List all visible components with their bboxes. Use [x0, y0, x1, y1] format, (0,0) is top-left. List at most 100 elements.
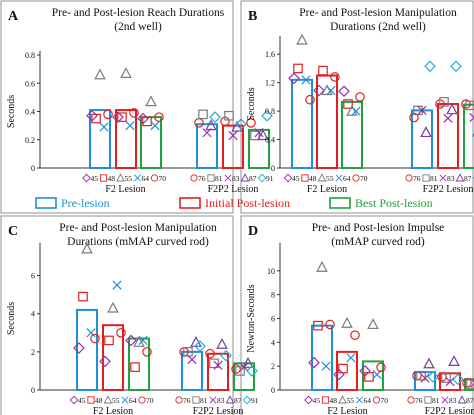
legend-marker-rat-83 — [224, 174, 232, 182]
data-point-rat-83 — [417, 105, 427, 116]
data-point-rat-55 — [341, 316, 353, 328]
data-point-rat-64 — [301, 75, 311, 85]
legend-marker-rat-55 — [103, 395, 113, 404]
legend-label-rat-70: 70 — [360, 174, 368, 183]
data-point-rat-91 — [261, 109, 273, 122]
data-point-rat-70 — [142, 347, 152, 357]
data-point-rat-81 — [465, 100, 474, 111]
panel-D: D Pre- and Post-lesion Impulse (mMAP curve… — [240, 215, 474, 415]
legend-marker-rat-76 — [190, 174, 198, 182]
data-point-rat-87 — [231, 120, 243, 132]
legend-label-rat-76: 76 — [183, 396, 191, 405]
y-tick-label: 0 — [31, 164, 35, 173]
data-point-rat-81 — [466, 379, 474, 389]
data-point-rat-48 — [78, 291, 88, 302]
data-point-rat-48 — [117, 112, 127, 122]
bar-pre — [89, 109, 111, 169]
data-point-rat-48 — [293, 63, 303, 74]
legend-marker-rat-48 — [321, 396, 330, 404]
data-point-rat-55 — [94, 68, 106, 80]
data-point-rat-81 — [209, 358, 219, 369]
y-axis-label: Newton-Seconds — [246, 284, 257, 352]
group-label: F2 Lesion — [93, 406, 133, 415]
data-point-rat-64 — [150, 121, 160, 131]
legend-label-rat-81: 81 — [430, 174, 438, 183]
data-point-rat-45 — [338, 85, 350, 98]
bar-initial-post — [222, 124, 244, 169]
legend-marker-rat-87 — [455, 173, 465, 182]
bar-initial-post — [115, 109, 137, 169]
chart-title: Pre- and Post-lesion Reach Durations — [52, 7, 225, 19]
legend-label-rat-64: 64 — [343, 174, 351, 183]
data-point-rat-87 — [446, 103, 458, 115]
bar-legend: Pre-lesion Initial Post-lesion Best Post-l… — [35, 196, 433, 210]
y-tick-label: 4 — [31, 310, 35, 319]
legend-label-rat-45: 45 — [292, 174, 300, 183]
legend-marker-rat-64 — [356, 396, 363, 404]
data-point-rat-83 — [228, 130, 238, 141]
y-tick-label: 0.2 — [25, 136, 35, 145]
data-point-rat-83 — [254, 128, 264, 138]
data-point-rat-70 — [350, 330, 360, 340]
bar-initial-post — [207, 352, 229, 391]
legend-label-rat-48: 48 — [95, 396, 103, 405]
y-tick-label: 4 — [271, 338, 275, 347]
data-point-rat-81 — [224, 110, 234, 121]
data-point-rat-55 — [107, 301, 119, 313]
legend-marker-rat-76 — [407, 396, 415, 404]
chart-title: Pre- and Post-lesion Impulse — [312, 222, 445, 234]
legend-label-rat-83: 83 — [217, 396, 225, 405]
legend-label-rat-64: 64 — [364, 396, 372, 405]
legend-label-rat-45: 45 — [78, 396, 86, 405]
legend-label-rat-64: 64 — [142, 174, 150, 183]
legend-marker-rat-48 — [87, 396, 95, 404]
legend-marker-rat-64 — [121, 396, 129, 404]
legend-label-rat-64: 64 — [129, 396, 137, 405]
y-tick-label: 0.6 — [25, 79, 35, 88]
data-point-rat-48 — [364, 372, 374, 382]
data-point-rat-64 — [112, 280, 122, 290]
legend-marker-rat-91 — [242, 395, 252, 405]
legend-marker-rat-83 — [209, 396, 217, 404]
legend-marker-rat-81 — [422, 174, 430, 182]
data-point-rat-91 — [427, 371, 439, 383]
legend-label-rat-87: 87 — [234, 396, 242, 405]
legend-label-rat-55: 55 — [326, 174, 334, 183]
data-point-rat-64 — [99, 122, 109, 132]
legend-marker-rat-48 — [301, 174, 309, 182]
data-point-rat-83 — [213, 360, 223, 370]
data-point-rat-70 — [154, 112, 164, 122]
data-point-rat-70 — [129, 108, 139, 118]
data-point-rat-64 — [86, 328, 96, 338]
data-point-rat-64 — [326, 85, 336, 96]
data-point-rat-45 — [125, 334, 137, 347]
data-point-rat-64 — [138, 335, 148, 346]
data-point-rat-48 — [91, 113, 101, 124]
legend-label-rat-45: 45 — [91, 174, 99, 183]
legend-label-rat-83: 83 — [447, 174, 455, 183]
panel-A: A Pre- and Post-lesion Reach Durations (2n… — [0, 0, 274, 214]
legend-label-rat-48: 48 — [108, 174, 116, 183]
bar-pre — [76, 308, 98, 391]
legend-label-rat-55: 55 — [112, 396, 120, 405]
legend-marker-rat-70 — [138, 396, 146, 404]
y-tick-label: 0.8 — [25, 51, 35, 60]
data-point-rat-64 — [321, 361, 331, 371]
group-label: F2P2 Lesion — [425, 406, 474, 415]
legend-marker-rat-81 — [207, 174, 215, 182]
data-point-rat-45 — [288, 72, 300, 85]
legend-label-rat-55: 55 — [347, 396, 355, 405]
data-point-rat-76 — [194, 118, 204, 128]
legend-label-rat-76: 76 — [413, 174, 421, 183]
legend-marker-rat-81 — [424, 396, 432, 404]
panel-border — [0, 0, 234, 214]
data-point-rat-70 — [330, 72, 340, 82]
y-tick-label: 0 — [271, 164, 275, 173]
data-point-rat-55 — [81, 242, 93, 254]
data-point-rat-87 — [448, 355, 460, 366]
data-point-rat-81 — [198, 109, 208, 120]
data-point-rat-55 — [367, 318, 379, 330]
legend-marker-rat-64 — [134, 174, 141, 182]
legend-label-rat-48: 48 — [330, 396, 338, 405]
legend-marker-rat-81 — [192, 396, 200, 404]
